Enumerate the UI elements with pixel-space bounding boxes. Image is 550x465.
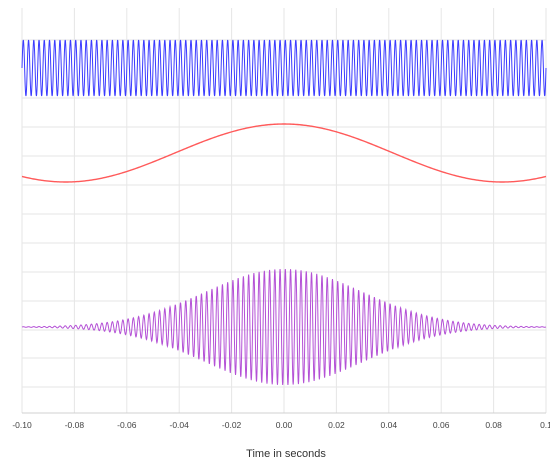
plot-area — [21, 39, 547, 386]
x-tick-label: -0.02 — [222, 420, 242, 430]
series-line-envelope — [21, 123, 547, 183]
x-tick-label: -0.06 — [117, 420, 137, 430]
x-tick-label: 0.06 — [433, 420, 450, 430]
series-line-modulated — [21, 268, 547, 386]
x-tick-label: -0.04 — [170, 420, 190, 430]
x-tick-label: -0.10 — [12, 420, 32, 430]
x-tick-label: 0.08 — [485, 420, 502, 430]
x-axis-ticks: -0.10 -0.08 -0.06 -0.04 -0.02 0.00 0.02 0.04 0.0… — [12, 420, 550, 430]
series-line-carrier — [21, 39, 547, 97]
x-tick-label: 0.02 — [328, 420, 345, 430]
x-axis-label: Time in seconds — [246, 448, 326, 460]
x-tick-label: 0.1 — [540, 420, 550, 430]
x-tick-label: -0.08 — [65, 420, 85, 430]
x-tick-label: 0.04 — [381, 420, 398, 430]
x-tick-label: 0.00 — [276, 420, 293, 430]
